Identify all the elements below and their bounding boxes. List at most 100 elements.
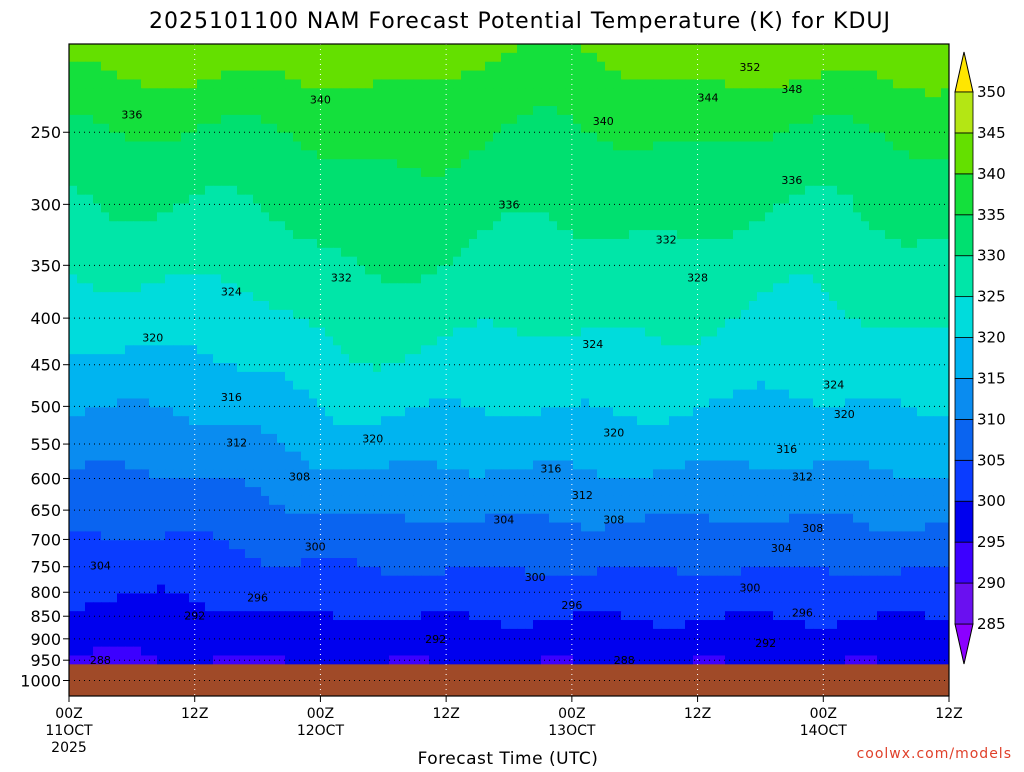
- theta-cell: [445, 398, 454, 408]
- theta-cell: [725, 79, 734, 89]
- theta-cell: [933, 407, 942, 417]
- theta-cell: [765, 345, 774, 355]
- theta-cell: [77, 150, 86, 160]
- theta-cell: [309, 283, 318, 293]
- theta-cell: [341, 61, 350, 72]
- theta-cell: [781, 141, 790, 151]
- theta-cell: [365, 185, 374, 196]
- theta-cell: [517, 380, 526, 391]
- theta-cell: [157, 44, 166, 54]
- theta-cell: [437, 52, 446, 63]
- theta-cell: [909, 389, 918, 400]
- theta-cell: [421, 283, 430, 293]
- theta-cell: [709, 416, 718, 426]
- theta-cell: [493, 106, 502, 116]
- theta-cell: [829, 168, 838, 178]
- theta-cell: [829, 336, 838, 346]
- theta-cell: [133, 176, 142, 187]
- theta-cell: [149, 265, 158, 276]
- theta-cell: [437, 88, 446, 98]
- theta-cell: [285, 88, 294, 98]
- theta-cell: [789, 416, 798, 426]
- theta-cell: [821, 265, 830, 276]
- theta-cell: [821, 274, 830, 284]
- theta-cell: [357, 61, 366, 72]
- theta-cell: [797, 185, 806, 196]
- theta-cell: [901, 238, 910, 249]
- theta-cell: [445, 238, 454, 249]
- theta-cell: [437, 221, 446, 231]
- theta-cell: [877, 70, 886, 81]
- theta-cell: [373, 425, 382, 435]
- theta-cell: [781, 168, 790, 178]
- theta-cell: [693, 168, 702, 178]
- theta-cell: [237, 292, 246, 302]
- theta-cell: [261, 416, 270, 426]
- theta-cell: [941, 292, 949, 302]
- theta-cell: [709, 194, 718, 205]
- theta-cell: [173, 336, 182, 346]
- theta-cell: [205, 407, 214, 417]
- theta-cell: [781, 363, 790, 373]
- theta-cell: [117, 185, 126, 196]
- theta-cell: [77, 336, 86, 346]
- theta-cell: [653, 159, 662, 169]
- theta-cell: [845, 168, 854, 178]
- theta-cell: [821, 141, 830, 151]
- theta-cell: [413, 44, 422, 54]
- theta-cell: [645, 185, 654, 196]
- theta-cell: [101, 212, 110, 222]
- theta-cell: [525, 203, 534, 213]
- theta-cell: [221, 301, 230, 311]
- theta-cell: [581, 327, 590, 338]
- theta-cell: [725, 61, 734, 72]
- theta-cell: [877, 398, 886, 408]
- theta-cell: [309, 123, 318, 134]
- theta-cell: [261, 309, 270, 320]
- theta-cell: [261, 61, 270, 72]
- theta-cell: [901, 416, 910, 426]
- theta-cell: [477, 380, 486, 391]
- theta-cell: [133, 123, 142, 134]
- theta-cell: [589, 141, 598, 151]
- theta-cell: [101, 176, 110, 187]
- theta-cell: [573, 61, 582, 72]
- theta-cell: [93, 283, 102, 293]
- theta-cell: [869, 114, 878, 125]
- theta-cell: [741, 292, 750, 302]
- theta-cell: [333, 398, 342, 408]
- theta-cell: [589, 150, 598, 160]
- theta-cell: [197, 265, 206, 276]
- theta-cell: [421, 88, 430, 98]
- theta-cell: [293, 168, 302, 178]
- theta-cell: [645, 292, 654, 302]
- theta-cell: [477, 309, 486, 320]
- theta-cell: [149, 123, 158, 134]
- theta-cell: [381, 132, 390, 143]
- theta-cell: [237, 380, 246, 391]
- theta-cell: [877, 79, 886, 89]
- theta-cell: [549, 238, 558, 249]
- theta-cell: [365, 380, 374, 391]
- theta-cell: [269, 176, 278, 187]
- theta-cell: [517, 283, 526, 293]
- theta-cell: [197, 442, 206, 453]
- theta-cell: [397, 150, 406, 160]
- theta-cell: [869, 371, 878, 382]
- theta-cell: [109, 389, 118, 400]
- theta-cell: [93, 256, 102, 267]
- theta-cell: [469, 336, 478, 346]
- theta-cell: [773, 238, 782, 249]
- theta-cell: [605, 44, 614, 54]
- theta-cell: [253, 425, 262, 435]
- theta-cell: [933, 283, 942, 293]
- theta-cell: [253, 363, 262, 373]
- theta-cell: [421, 425, 430, 435]
- theta-cell: [317, 398, 326, 408]
- theta-cell: [117, 292, 126, 302]
- theta-cell: [677, 79, 686, 89]
- theta-cell: [813, 301, 822, 311]
- theta-cell: [229, 114, 238, 125]
- theta-cell: [861, 114, 870, 125]
- theta-cell: [757, 176, 766, 187]
